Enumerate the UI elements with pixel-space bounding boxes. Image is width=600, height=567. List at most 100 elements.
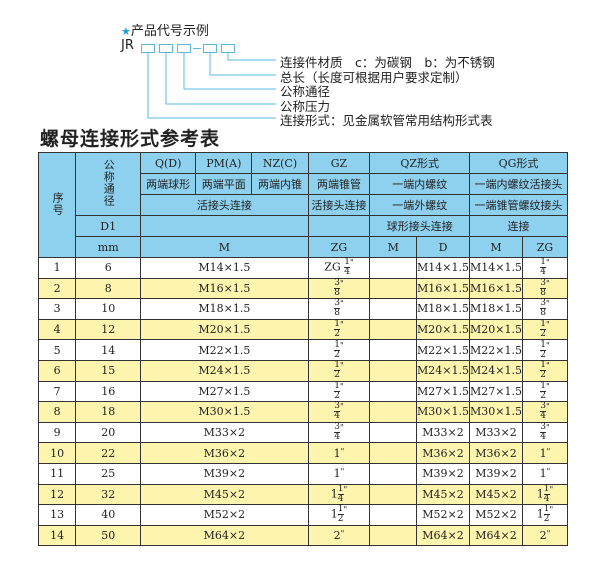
cell-dn: 18 xyxy=(75,401,142,423)
code-box xyxy=(203,44,217,53)
cell-qg-zg: 3 8 " xyxy=(522,298,568,320)
cell-m: M24×1.5 xyxy=(140,359,309,382)
header-qg-conn2: 连接 xyxy=(469,215,568,237)
cell-qz-m xyxy=(369,359,418,382)
cell-no: 14 xyxy=(37,524,77,547)
cell-no: 8 xyxy=(37,401,77,423)
cell-qg-zg: 3 4 " xyxy=(522,401,568,423)
code-box xyxy=(141,44,155,53)
cell-zg: 1" xyxy=(307,462,371,485)
legend-diameter: 公称通径 xyxy=(280,84,331,99)
cell-qz-d: M22×1.5 xyxy=(416,339,471,361)
cell-m: M45×2 xyxy=(140,483,309,506)
cell-qz-m xyxy=(369,339,418,361)
cell-qz-m xyxy=(369,524,418,547)
code-box xyxy=(221,44,235,53)
header-nz-desc: 两端内锥 xyxy=(251,173,309,195)
cell-dn: 20 xyxy=(75,421,142,444)
header-mm: mm xyxy=(75,236,142,258)
cell-qz-m xyxy=(369,483,418,506)
cell-qg-zg: 3 4 " xyxy=(522,421,568,444)
zg-whole: 1 xyxy=(333,467,341,481)
legend-connection: 连接形式：见金属软管常用结构形式表 xyxy=(280,113,493,128)
cell-qz-m xyxy=(369,504,418,526)
header-qg: QG形式 xyxy=(469,152,568,174)
header-gz: GZ xyxy=(307,152,371,174)
code-leader-lines xyxy=(147,53,276,119)
header-pm-desc: 两端平面 xyxy=(195,173,253,195)
header-empty xyxy=(140,215,309,237)
cell-qg-m: M27×1.5 xyxy=(469,380,524,403)
cell-qz-d: M16×1.5 xyxy=(416,277,471,300)
cell-qz-d: M36×2 xyxy=(416,442,471,464)
cell-qz-m xyxy=(369,298,418,320)
header-nz: NZ(C) xyxy=(251,152,309,174)
cell-m: M20×1.5 xyxy=(140,318,309,341)
cell-qg-zg: 1 1 4 " xyxy=(522,483,568,506)
code-box xyxy=(159,44,173,53)
cell-no: 5 xyxy=(37,339,77,361)
cell-zg: 1 1 4 " xyxy=(307,483,371,506)
table-row: 3 10 M18×1.5 3 8 " M18×1.5 M18×1.5 3 8 " xyxy=(37,298,568,320)
header-dn: 公称通径 xyxy=(75,152,142,216)
header-qg-m: M xyxy=(469,236,524,258)
cell-no: 11 xyxy=(37,462,77,485)
table-row: 8 18 M30×1.5 3 4 " M30×1.5 M30×1.5 3 4 " xyxy=(37,401,568,423)
cell-dn: 22 xyxy=(75,442,142,464)
table-row: 14 50 M64×2 2" M64×2 M64×2 2" xyxy=(37,524,568,547)
cell-qg-m: M18×1.5 xyxy=(469,298,524,320)
cell-m: M27×1.5 xyxy=(140,380,309,403)
header-gz-desc: 两端锥管 xyxy=(307,173,371,195)
table-row: 13 40 M52×2 1 1 2 " M52×2 M52×2 1 1 2 " xyxy=(37,504,568,526)
zg-prefix: ZG xyxy=(324,260,341,274)
header-pm: PM(A) xyxy=(195,152,253,174)
cell-m: M33×2 xyxy=(140,421,309,444)
header-q-desc: 两端球形 xyxy=(140,173,197,195)
cell-zg: 3 4 " xyxy=(307,421,371,444)
cell-qz-d: M33×2 xyxy=(416,421,471,444)
cell-m: M39×2 xyxy=(140,462,309,485)
cell-dn: 32 xyxy=(75,483,142,506)
cell-m: M52×2 xyxy=(140,504,309,526)
table-row: 12 32 M45×2 1 1 4 " M45×2 M45×2 1 1 4 " xyxy=(37,483,568,506)
cell-dn: 40 xyxy=(75,504,142,526)
cell-qz-m xyxy=(369,442,418,464)
legend-material: 连接件材质 c：为碳钢 b：为不锈钢 xyxy=(280,55,495,70)
legend-length: 总长（长度可根据用户要求定制） xyxy=(280,70,468,85)
cell-zg: 1 2 " xyxy=(307,359,371,382)
code-box xyxy=(177,44,191,53)
cell-zg: 1 2 " xyxy=(307,380,371,403)
cell-qz-m xyxy=(369,318,418,341)
cell-zg: 1" xyxy=(307,442,371,464)
cell-qg-zg: 1 4 " xyxy=(522,257,568,279)
header-qg-desc: 一端内螺纹活接头 xyxy=(469,173,568,195)
table-row: 2 8 M16×1.5 3 8 " M16×1.5 M16×1.5 3 8 " xyxy=(37,277,568,300)
cell-dn: 6 xyxy=(75,257,142,279)
table-row: 10 22 M36×2 1" M36×2 M36×2 1" xyxy=(37,442,568,464)
cell-qg-m: M39×2 xyxy=(469,462,524,485)
cell-qz-m xyxy=(369,462,418,485)
zg-whole: 1 xyxy=(539,446,547,460)
header-q: Q(D) xyxy=(140,152,197,174)
cell-qg-zg: 1" xyxy=(522,442,568,464)
cell-zg: 1 2 " xyxy=(307,339,371,361)
header-qpn-conn: 活接头连接 xyxy=(140,194,309,216)
cell-dn: 50 xyxy=(75,524,142,547)
nut-connection-table: 序号 公称通径 Q(D) PM(A) NZ(C) GZ QZ形式 QG形式 两端… xyxy=(37,152,568,547)
cell-qz-d: M45×2 xyxy=(416,483,471,506)
cell-qg-zg: 1 2 " xyxy=(522,339,568,361)
cell-qg-m: M52×2 xyxy=(469,504,524,526)
cell-dn: 12 xyxy=(75,318,142,341)
